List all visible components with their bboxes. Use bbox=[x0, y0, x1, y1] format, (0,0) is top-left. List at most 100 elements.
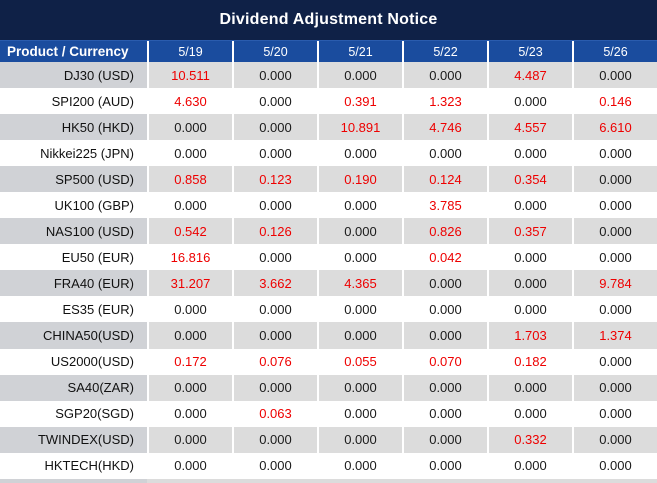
product-cell: FRA40 (EUR) bbox=[0, 270, 147, 297]
value-cell: 0.000 bbox=[147, 426, 232, 453]
value-cell: 0.000 bbox=[317, 400, 402, 427]
value-cell: 0.000 bbox=[402, 296, 487, 323]
value-cell: 0.000 bbox=[402, 322, 487, 349]
value-cell: 0.391 bbox=[317, 88, 402, 115]
value-cell: 0.182 bbox=[487, 348, 572, 375]
table-row: DJ30 (USD) 10.511 0.000 0.000 0.000 4.487 0.00… bbox=[0, 62, 657, 89]
value-cell: 0.000 bbox=[232, 114, 317, 141]
value-cell: 0.076 bbox=[232, 348, 317, 375]
value-cell: 0.000 bbox=[147, 296, 232, 323]
table-row: US2000(USD) 0.172 0.076 0.055 0.070 0.182 0.00… bbox=[0, 348, 657, 375]
product-cell: SA40(ZAR) bbox=[0, 374, 147, 401]
product-cell: US2000(USD) bbox=[50, 354, 134, 370]
value-cell: 0.000 bbox=[317, 452, 402, 479]
value-cell: 0.000 bbox=[317, 62, 402, 89]
value-cell: 0.000 bbox=[572, 426, 657, 453]
value-cell: 0.172 bbox=[147, 348, 232, 375]
value-cell: 0.000 bbox=[317, 140, 402, 167]
value-cell: 0.000 bbox=[232, 374, 317, 401]
table-row: UK100 (GBP) 0.000 0.000 0.000 3.785 0.000 0.00… bbox=[0, 192, 657, 219]
column-header-date-1: 5/19 bbox=[147, 41, 232, 62]
value-cell: 0.000 bbox=[147, 140, 232, 167]
value-cell: 0.123 bbox=[232, 166, 317, 193]
value-cell: 0.000 bbox=[317, 322, 402, 349]
value-cell: 0.000 bbox=[572, 400, 657, 427]
value-cell: 10.511 bbox=[147, 62, 232, 89]
value-cell: 1.374 bbox=[572, 322, 657, 349]
product-cell: SPI200 (AUD) bbox=[51, 93, 134, 109]
product-cell: CHINA50(USD) bbox=[0, 322, 147, 349]
value-cell: 0.000 bbox=[572, 192, 657, 219]
value-cell: 0.000 bbox=[487, 140, 572, 167]
value-cell: 0.000 bbox=[232, 452, 317, 479]
table-row: SA40(ZAR) 0.000 0.000 0.000 0.000 0.000 0.000 bbox=[0, 374, 657, 401]
column-header-date-3: 5/21 bbox=[317, 41, 402, 62]
table-row: FRA40 (EUR) 31.207 3.662 4.365 0.000 0.000 9.7… bbox=[0, 270, 657, 297]
product-cell: HK50 (HKD) bbox=[0, 114, 147, 141]
value-cell: 16.816 bbox=[147, 244, 232, 271]
value-cell: 0.000 bbox=[487, 374, 572, 401]
table-row: ES35 (EUR) 0.000 0.000 0.000 0.000 0.000 0.000 bbox=[0, 296, 657, 323]
value-cell: 0.000 bbox=[402, 270, 487, 297]
product-cell: ES35 (EUR) bbox=[62, 301, 134, 317]
table-row: EU50 (EUR) 16.816 0.000 0.000 0.042 0.000 0.00… bbox=[0, 244, 657, 271]
product-cell: HKTECH(HKD) bbox=[44, 458, 134, 474]
value-cell: 0.000 bbox=[147, 114, 232, 141]
table-row: Nikkei225 (JPN) 0.000 0.000 0.000 0.000 0.000… bbox=[0, 140, 657, 167]
value-cell: 0.542 bbox=[147, 218, 232, 245]
value-cell: 0.858 bbox=[147, 166, 232, 193]
value-cell: 0.000 bbox=[232, 88, 317, 115]
table-row: SPI200 (AUD) 4.630 0.000 0.391 1.323 0.000 0.1… bbox=[0, 88, 657, 115]
title-bar: Dividend Adjustment Notice bbox=[0, 0, 657, 40]
value-cell: 0.063 bbox=[232, 400, 317, 427]
value-cell: 0.000 bbox=[232, 244, 317, 271]
value-cell: 0.826 bbox=[402, 218, 487, 245]
value-cell: 0.000 bbox=[402, 452, 487, 479]
table-row: CHINA50(USD) 0.000 0.000 0.000 0.000 1.703 1.3… bbox=[0, 322, 657, 349]
value-cell: 0.042 bbox=[402, 244, 487, 271]
table-row: SGP20(SGD) 0.000 0.063 0.000 0.000 0.000 0.000 bbox=[0, 400, 657, 427]
value-cell: 0.124 bbox=[402, 166, 487, 193]
product-cell: DJ30 (USD) bbox=[0, 62, 147, 89]
value-cell: 0.000 bbox=[317, 244, 402, 271]
value-cell: 0.000 bbox=[487, 296, 572, 323]
value-cell: 0.357 bbox=[487, 218, 572, 245]
value-cell: 0.332 bbox=[487, 426, 572, 453]
value-cell: 4.365 bbox=[317, 270, 402, 297]
product-cell: SGP20(SGD) bbox=[55, 406, 134, 422]
value-cell: 0.000 bbox=[487, 270, 572, 297]
table-row: HKTECH(HKD) 0.000 0.000 0.000 0.000 0.000 0.00… bbox=[0, 452, 657, 479]
value-cell: 0.000 bbox=[232, 296, 317, 323]
value-cell: 9.784 bbox=[572, 270, 657, 297]
value-cell: 0.000 bbox=[402, 374, 487, 401]
table-row: NAS100 (USD) 0.542 0.126 0.000 0.826 0.357 0.0… bbox=[0, 218, 657, 245]
value-cell: 10.891 bbox=[317, 114, 402, 141]
column-header-date-4: 5/22 bbox=[402, 41, 487, 62]
value-cell: 0.000 bbox=[317, 296, 402, 323]
value-cell: 0.000 bbox=[572, 296, 657, 323]
product-cell: EU50 (EUR) bbox=[61, 249, 134, 265]
table-row: HK50 (HKD) 0.000 0.000 10.891 4.746 4.557 6.61… bbox=[0, 114, 657, 141]
value-cell: 0.000 bbox=[572, 374, 657, 401]
value-cell: 0.000 bbox=[572, 218, 657, 245]
next-row-sliver-values bbox=[147, 478, 657, 483]
value-cell: 3.662 bbox=[232, 270, 317, 297]
value-cell: 0.000 bbox=[317, 218, 402, 245]
value-cell: 1.323 bbox=[402, 88, 487, 115]
value-cell: 0.000 bbox=[232, 62, 317, 89]
column-header-product-currency: Product / Currency bbox=[0, 41, 147, 62]
product-cell: UK100 (GBP) bbox=[54, 197, 134, 213]
value-cell: 0.000 bbox=[232, 140, 317, 167]
product-cell: SP500 (USD) bbox=[0, 166, 147, 193]
value-cell: 0.126 bbox=[232, 218, 317, 245]
value-cell: 0.000 bbox=[572, 166, 657, 193]
value-cell: 31.207 bbox=[147, 270, 232, 297]
value-cell: 0.000 bbox=[402, 62, 487, 89]
product-cell: NAS100 (USD) bbox=[0, 218, 147, 245]
value-cell: 0.000 bbox=[487, 192, 572, 219]
table-header-row: Product / Currency 5/19 5/20 5/21 5/22 5… bbox=[0, 40, 657, 62]
value-cell: 0.000 bbox=[572, 244, 657, 271]
value-cell: 1.703 bbox=[487, 322, 572, 349]
page-title: Dividend Adjustment Notice bbox=[219, 11, 438, 28]
